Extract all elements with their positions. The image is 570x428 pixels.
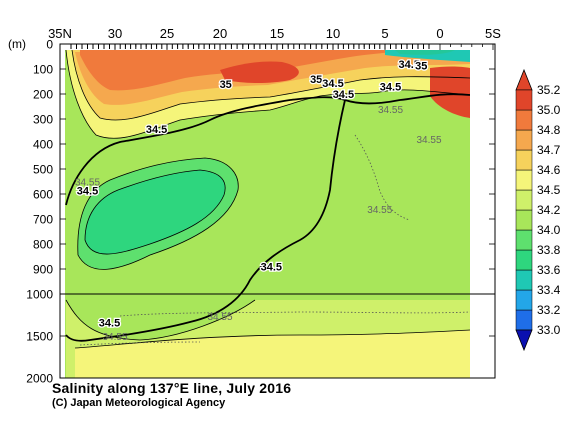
contour-label: 34.55 [378,105,403,116]
contour-label: 34.5 [333,89,354,101]
no-data-strip [470,44,495,378]
colorbar-label: 33.6 [537,263,561,277]
colorbar-segment [515,249,533,271]
colorbar-label: 33.0 [537,323,561,337]
colorbar-label: 34.5 [537,183,561,197]
contour-label: 35 [310,74,322,86]
field-34-6-deep [75,330,470,378]
colorbar-segment [515,189,533,211]
y-tick-label: 400 [33,138,53,152]
contour-34-5-upper [65,93,471,206]
x-tick-label: 25 [160,26,174,41]
y-tick-label: 300 [33,113,53,127]
y-tick-label: 100 [33,63,53,77]
coast-margin [60,50,65,378]
y-tick-label: 500 [33,163,53,177]
contour-label: 34.55 [367,205,392,216]
field-33-8 [85,170,226,255]
x-tick-label: 30 [108,26,122,41]
y-tick-label: 600 [33,188,53,202]
colorbar-segment [515,229,533,251]
field-34-2 [65,50,470,378]
field-35-2-core [220,61,299,83]
colorbar-segment [515,169,533,191]
contour-line [65,299,256,341]
colorbar-label: 34.0 [537,223,561,237]
x-tick-label: 35N [48,26,72,41]
contour-label: 34.5 [99,318,120,330]
field-35-0-upper [80,50,470,91]
y-tick-label: 1500 [26,330,53,344]
y-tick-label: 800 [33,238,53,252]
x-tick-label: 10 [326,26,340,41]
colorbar-label: 35.2 [537,83,561,97]
contour-34-55-dotted [119,311,471,317]
y-tick-label: 1000 [26,288,53,302]
x-tick-label: 5 [381,26,388,41]
contour-label: 34.5 [146,124,167,136]
colorbar-label: 34.8 [537,123,561,137]
x-tick-label: 5S [485,26,501,41]
contour-label: 34.55 [102,332,127,343]
contour-label: 35 [220,79,232,91]
contour-label: 34.5 [398,59,419,71]
colorbar-segment [515,209,533,231]
y-tick-label: 700 [33,213,53,227]
colorbar-segment [515,129,533,151]
contour-line [71,49,471,121]
contour-label: 34.5 [261,262,282,274]
contour-label: 34.5 [380,82,401,94]
colorbar-segment [515,109,533,131]
colorbar-segment [515,89,533,111]
x-tick-label: 15 [270,26,284,41]
contour-label: 34.5 [77,185,98,197]
chart-title: Salinity along 137°E line, July 2016 [52,380,292,396]
field-35-2-equator [430,66,470,118]
contour-line [77,157,239,270]
x-tick-label: 20 [213,26,227,41]
colorbar-label: 33.8 [537,243,561,257]
y-tick-label: 900 [33,263,53,277]
colorbar-label: 33.4 [537,283,561,297]
contour-line [65,49,471,139]
contour-34-55-dotted [79,341,201,346]
colorbar-label: 33.2 [537,303,561,317]
colorbar-label: 35.0 [537,103,561,117]
contour-34-5-lower [65,99,346,342]
y-tick-label: 200 [33,88,53,102]
contour-label: 34.55 [75,178,100,189]
colorbar-segment [515,269,533,291]
colorbar-segment [515,149,533,171]
contour-label: 34.55 [416,135,441,146]
x-tick-label: 0 [436,26,443,41]
contour-label: 34.55 [207,312,232,323]
colorbar-label: 34.7 [537,143,561,157]
colorbar-segment [515,309,533,331]
colorbar-label: 34.2 [537,203,561,217]
y-axis-unit-label: (m) [8,37,26,51]
field-33-4-surface [395,50,455,55]
contour-line [84,169,226,255]
colorbar-label: 34.6 [537,163,561,177]
colorbar-bottom-arrow [515,329,533,352]
chart-credit: (C) Japan Meteorological Agency [52,397,226,409]
y-tick-label: 2000 [26,372,53,386]
contour-label: 35 [415,60,427,72]
colorbar-top-arrow [515,68,533,91]
contour-label: 34.5 [322,78,343,90]
contour-line [74,329,471,349]
y-tick-label: 0 [46,38,53,52]
colorbar-segment [515,289,533,311]
